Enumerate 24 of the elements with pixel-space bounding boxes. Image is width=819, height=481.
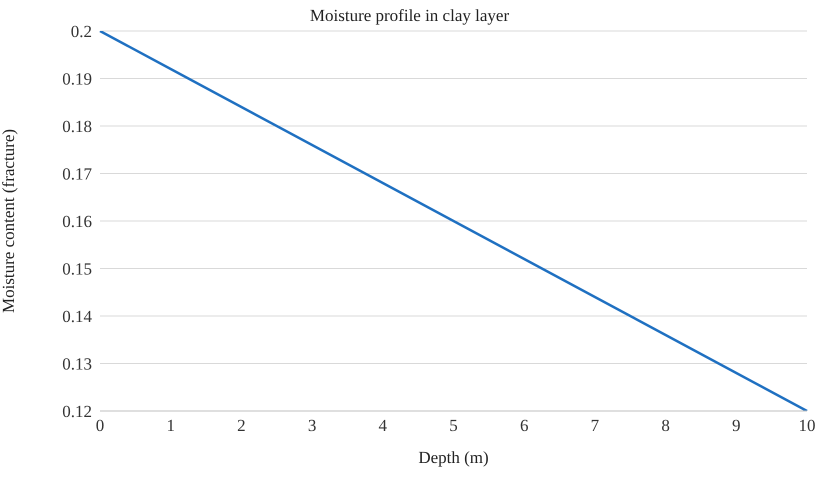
y-tick-label: 0.19: [62, 70, 92, 89]
x-tick-label: 4: [378, 416, 388, 436]
y-tick-label: 0.15: [62, 260, 92, 279]
x-tick-label: 10: [798, 416, 816, 436]
y-tick-label: 0.14: [62, 307, 92, 326]
x-tick-label: 3: [308, 416, 316, 436]
x-tick-label: 1: [166, 416, 175, 436]
y-tick-label: 0.12: [62, 402, 92, 422]
x-tick-label: 6: [520, 416, 528, 436]
y-tick-label: 0.13: [62, 354, 92, 374]
y-tick-label: 0.17: [62, 164, 92, 184]
x-tick-label: 7: [590, 416, 600, 436]
y-axis-title: Moisture content (fracture): [0, 128, 18, 314]
y-tick-label: 0.18: [62, 117, 92, 136]
line-series: [98, 31, 808, 411]
x-tick-label: 8: [661, 416, 670, 436]
y-tick-label: 0.16: [62, 212, 92, 232]
x-tick-label: 2: [237, 416, 246, 436]
chart-title: Moisture profile in clay layer: [310, 6, 510, 25]
y-tick-label: 0.2: [70, 22, 92, 42]
x-tick-label: 9: [732, 416, 741, 436]
x-axis-title: Depth (m): [418, 448, 489, 467]
x-tick-label: 0: [96, 416, 104, 436]
x-tick-label: 5: [449, 416, 458, 436]
